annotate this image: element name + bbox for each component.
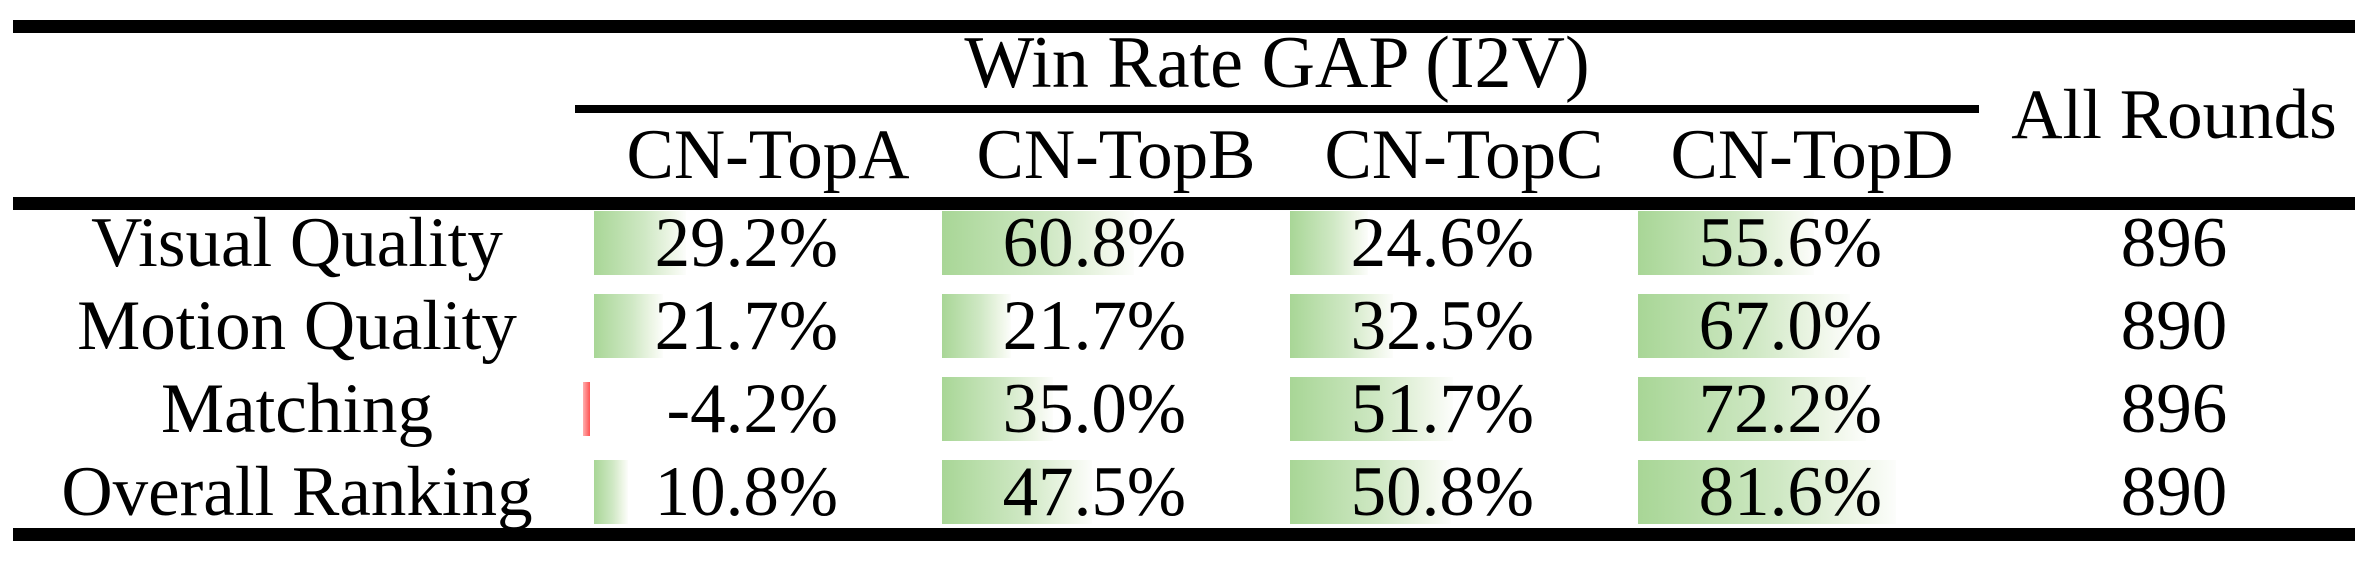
row-label: Overall Ranking	[61, 453, 533, 531]
data-bar	[594, 211, 687, 275]
data-cell: 50.8%	[1290, 451, 1638, 534]
all-rounds-value: 896	[2120, 204, 2228, 282]
cell-value: 81.6%	[1698, 453, 1882, 531]
cell-value: 21.7%	[1002, 287, 1186, 365]
data-cell: 47.5%	[942, 451, 1290, 534]
data-cell: 67.0%	[1638, 285, 1986, 368]
data-bar	[942, 377, 1053, 441]
cell-value: 60.8%	[1002, 204, 1186, 282]
data-bar	[1638, 460, 1896, 524]
cell-value: 35.0%	[1002, 370, 1186, 448]
data-cell: 55.6%	[1638, 202, 1986, 285]
cell-value: 24.6%	[1350, 204, 1534, 282]
data-cell: 35.0%	[942, 368, 1290, 451]
data-cell: 81.6%	[1638, 451, 1986, 534]
title-underline-rule	[575, 105, 1979, 113]
data-cell: -4.2%	[583, 368, 942, 451]
data-bar	[594, 294, 663, 358]
data-cell: 29.2%	[594, 202, 942, 285]
data-bar	[594, 460, 629, 524]
data-bar	[1290, 294, 1393, 358]
data-bar	[1638, 211, 1814, 275]
top-rule	[13, 20, 2355, 33]
bottom-rule	[13, 528, 2355, 541]
column-header-cn-topa: CN-TopA	[626, 116, 910, 194]
row-label-header-spacer	[0, 113, 594, 197]
column-headers: CN-TopA CN-TopB CN-TopC CN-TopD	[0, 113, 2374, 197]
table-row: Matching -4.2% 35.0% 51.7% 72.2% 896	[0, 368, 2374, 451]
cell-value: -4.2%	[666, 370, 838, 448]
table-body: Visual Quality 29.2% 60.8% 24.6% 55.6% 8…	[0, 202, 2374, 534]
data-cell: 51.7%	[1290, 368, 1638, 451]
data-cell: 60.8%	[942, 202, 1290, 285]
column-header-all-rounds: All Rounds	[2011, 76, 2337, 154]
data-cell: 21.7%	[594, 285, 942, 368]
data-bar	[1290, 460, 1451, 524]
data-cell: 32.5%	[1290, 285, 1638, 368]
data-cell: 21.7%	[942, 285, 1290, 368]
table-row: Overall Ranking 10.8% 47.5% 50.8% 81.6% …	[0, 451, 2374, 534]
header-rule	[13, 197, 2355, 210]
cell-value: 47.5%	[1002, 453, 1186, 531]
column-header-cn-topc: CN-TopC	[1324, 116, 1604, 194]
data-bar	[1638, 294, 1850, 358]
cell-value: 55.6%	[1698, 204, 1882, 282]
cell-value: 67.0%	[1698, 287, 1882, 365]
cell-value: 50.8%	[1350, 453, 1534, 531]
data-bar	[1638, 377, 1867, 441]
data-cell: 24.6%	[1290, 202, 1638, 285]
cell-value: 21.7%	[654, 287, 838, 365]
cell-value: 51.7%	[1350, 370, 1534, 448]
all-rounds-value: 896	[2120, 370, 2228, 448]
all-rounds-value: 890	[2120, 453, 2228, 531]
cell-value: 72.2%	[1698, 370, 1882, 448]
row-label: Matching	[160, 370, 434, 448]
table-title: Win Rate GAP (I2V)	[964, 22, 1590, 104]
table-row: Visual Quality 29.2% 60.8% 24.6% 55.6% 8…	[0, 202, 2374, 285]
data-bar-negative	[583, 382, 590, 436]
all-rounds-value: 890	[2120, 287, 2228, 365]
cell-value: 10.8%	[654, 453, 838, 531]
data-cell: 10.8%	[594, 451, 942, 534]
column-header-cn-topb: CN-TopB	[976, 116, 1256, 194]
data-bar	[942, 460, 1093, 524]
row-label: Visual Quality	[91, 204, 503, 282]
table-row: Motion Quality 21.7% 21.7% 32.5% 67.0% 8…	[0, 285, 2374, 368]
cell-value: 29.2%	[654, 204, 838, 282]
cell-value: 32.5%	[1350, 287, 1534, 365]
data-bar	[942, 294, 1011, 358]
row-label: Motion Quality	[77, 287, 517, 365]
data-cell: 72.2%	[1638, 368, 1986, 451]
data-bar	[1290, 211, 1368, 275]
data-bar	[942, 211, 1135, 275]
data-bar	[1290, 377, 1454, 441]
column-header-cn-topd: CN-TopD	[1670, 116, 1954, 194]
